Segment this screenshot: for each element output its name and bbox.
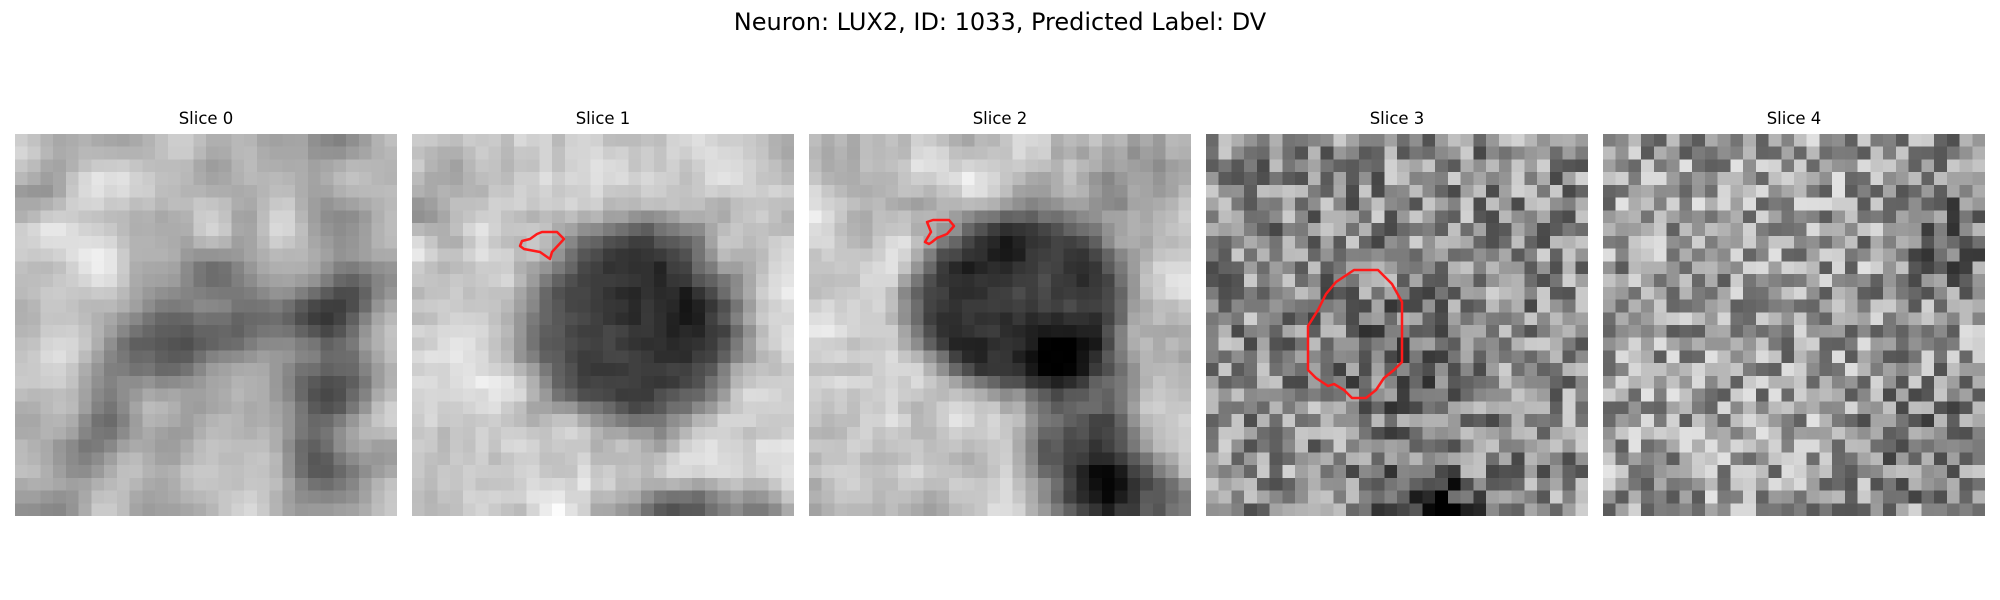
slice-3-title: Slice 3 <box>1369 109 1425 128</box>
slice-2-panel <box>809 134 1191 516</box>
slice-0-panel <box>15 134 397 516</box>
slice-2-image <box>809 134 1191 516</box>
slice-0-image <box>15 134 397 516</box>
slice-3-image <box>1206 134 1588 516</box>
slice-1-image <box>412 134 794 516</box>
slice-0-title: Slice 0 <box>178 109 234 128</box>
slice-4-image <box>1603 134 1985 516</box>
slice-3-panel <box>1206 134 1588 516</box>
slice-1-panel <box>412 134 794 516</box>
slice-4-panel <box>1603 134 1985 516</box>
figure-title: Neuron: LUX2, ID: 1033, Predicted Label:… <box>733 8 1267 36</box>
slice-2-title: Slice 2 <box>972 109 1028 128</box>
slice-4-title: Slice 4 <box>1766 109 1822 128</box>
slice-1-title: Slice 1 <box>575 109 631 128</box>
